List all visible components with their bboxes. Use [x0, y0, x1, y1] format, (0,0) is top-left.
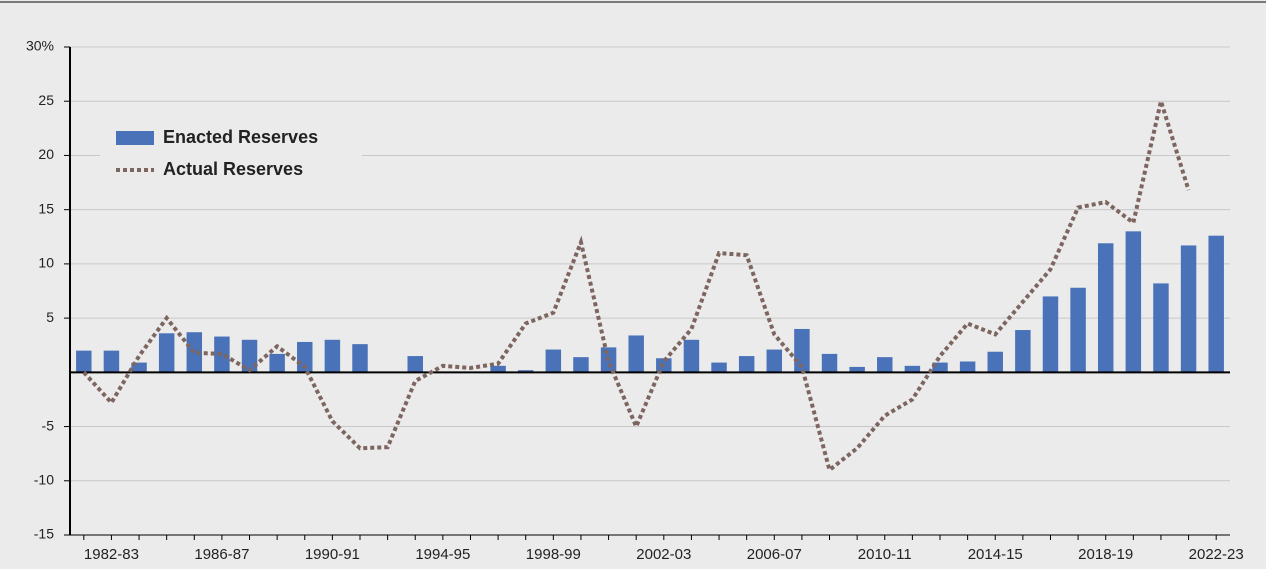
legend-label: Actual Reserves [163, 159, 303, 179]
bar [490, 365, 506, 373]
bar [407, 356, 423, 373]
bar [324, 339, 341, 373]
bar [158, 333, 175, 373]
bar [352, 344, 368, 373]
bar [711, 362, 727, 373]
bar [131, 362, 147, 373]
bar [766, 349, 783, 373]
y-tick-label: 10 [38, 255, 54, 271]
y-tick-label: 15 [38, 200, 54, 216]
y-tick-label: -10 [34, 471, 54, 487]
bar [821, 353, 838, 373]
bar [517, 370, 534, 373]
bar [683, 339, 700, 373]
x-tick-label: 2006-07 [747, 546, 802, 563]
bar [987, 351, 1003, 373]
bar [904, 365, 921, 373]
bar [1070, 287, 1086, 373]
bar [794, 328, 810, 373]
bar [1015, 330, 1031, 373]
y-tick-label: 25 [38, 92, 54, 108]
y-tick-label: 20 [38, 146, 54, 162]
bar [297, 341, 313, 373]
bar [214, 336, 230, 373]
bar [628, 335, 644, 373]
bar [1125, 231, 1142, 373]
x-tick-label: 2002-03 [636, 546, 691, 563]
bar [849, 366, 865, 373]
bar [932, 362, 948, 373]
bar [738, 356, 755, 373]
x-tick-label: 1998-99 [526, 546, 581, 563]
bar [877, 357, 893, 373]
bar [1097, 243, 1114, 373]
bar [1042, 296, 1059, 373]
x-tick-label: 2010-11 [858, 546, 912, 563]
bar [545, 349, 562, 373]
bar [103, 350, 120, 373]
x-tick-label: 2022-23 [1189, 546, 1244, 563]
x-tick-label: 1982-83 [84, 546, 139, 563]
x-tick-label: 1986-87 [194, 546, 249, 563]
x-tick-label: 1990-91 [305, 546, 360, 563]
x-tick-label: 1994-95 [415, 546, 470, 563]
bar [573, 357, 589, 373]
x-tick-label: 2014-15 [968, 546, 1023, 563]
legend-label: Enacted Reserves [163, 127, 318, 147]
line [82, 93, 1191, 474]
y-tick-label: -15 [34, 526, 54, 542]
bar [959, 361, 976, 373]
x-tick-label: 2018-19 [1078, 546, 1133, 563]
bar [186, 332, 203, 373]
y-tick-label: 5 [46, 309, 54, 325]
y-tick-label: 30% [26, 38, 54, 54]
bar [1208, 235, 1224, 373]
legend-box [100, 118, 362, 190]
bar [269, 353, 285, 373]
bar [1153, 283, 1169, 373]
bar [1180, 245, 1197, 373]
legend-swatch [116, 131, 154, 145]
bar [76, 350, 92, 373]
y-tick-label: -5 [42, 417, 55, 433]
